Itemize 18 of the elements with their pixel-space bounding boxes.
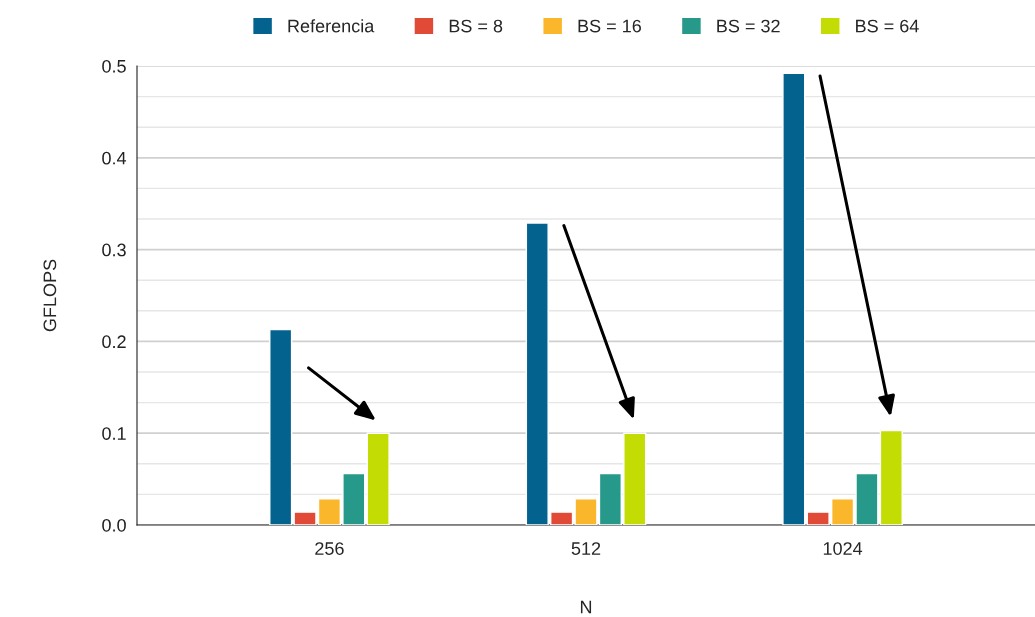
legend-label: BS = 8 <box>449 19 503 33</box>
bar <box>782 72 806 525</box>
y-tick-label: 0.5 <box>102 59 126 73</box>
bar <box>366 432 390 525</box>
legend-label: Referencia <box>288 19 375 33</box>
legend-label: BS = 32 <box>717 19 780 33</box>
x-tick-label: 512 <box>571 542 601 555</box>
x-tick-label: 256 <box>315 542 344 555</box>
y-tick-label: 0.2 <box>102 335 126 349</box>
y-tick-label: 0.3 <box>102 243 126 257</box>
legend-label: BS = 16 <box>578 19 641 33</box>
y-tick-label: 0.0 <box>102 518 126 532</box>
x-axis-title: N <box>580 600 592 614</box>
y-tick-label: 0.1 <box>102 427 126 440</box>
y-tick-label: 0.4 <box>102 151 127 165</box>
x-tick-label: 1024 <box>823 542 863 555</box>
y-axis-title: GFLOPS <box>43 259 57 332</box>
legend-label: BS = 64 <box>856 19 919 33</box>
